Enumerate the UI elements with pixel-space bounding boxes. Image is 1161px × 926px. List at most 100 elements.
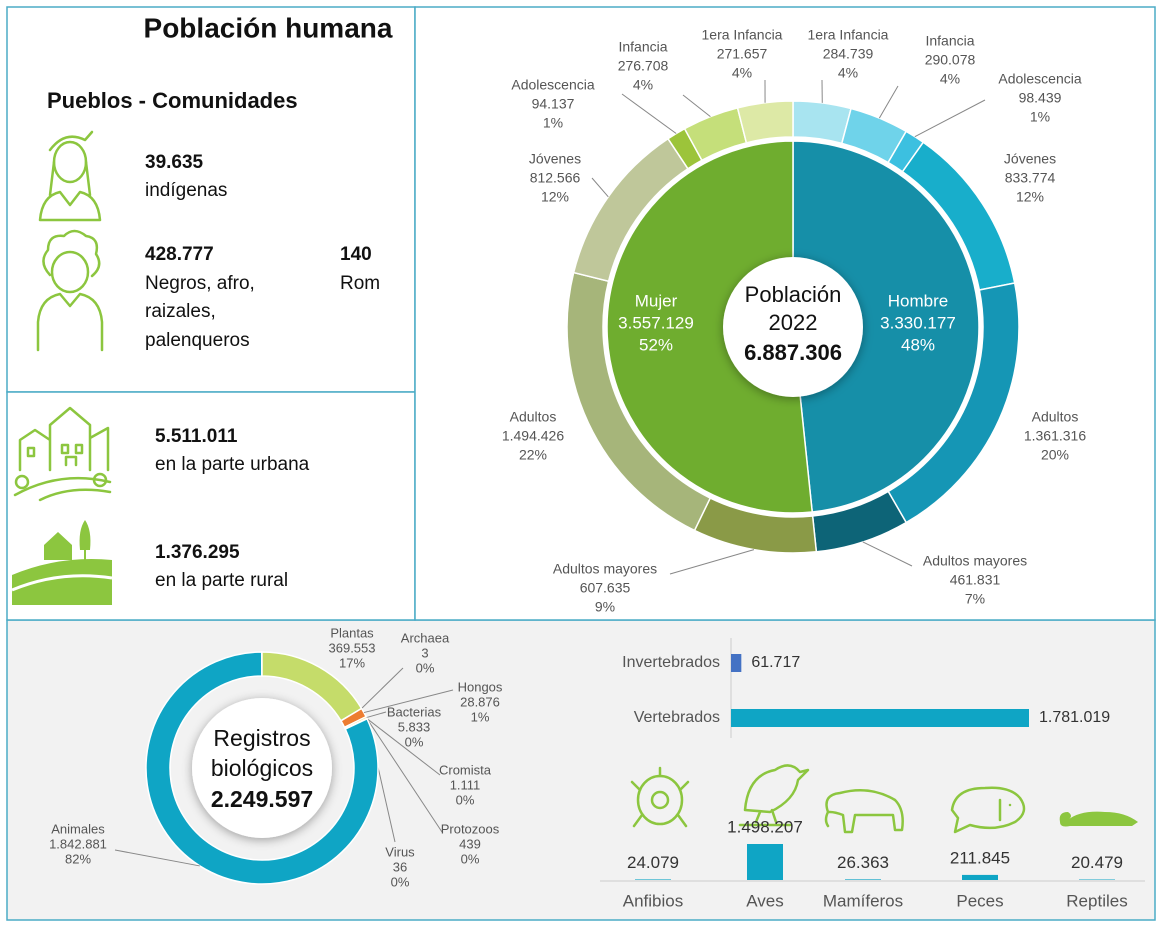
- segment-label: 607.635: [580, 580, 631, 596]
- segment-label: Hongos: [458, 679, 503, 694]
- segment-label: 0%: [391, 874, 410, 889]
- segment-label: 36: [393, 859, 407, 874]
- segment-label: 4%: [732, 65, 752, 81]
- segment-label: Protozoos: [441, 821, 500, 836]
- segment-label: 1.361.316: [1024, 428, 1086, 444]
- segment-label: Adultos: [1032, 409, 1079, 425]
- segment-label: Infancia: [925, 33, 974, 49]
- segment-label: 271.657: [717, 46, 768, 62]
- segment-label: Cromista: [439, 762, 492, 777]
- group-label: indígenas: [145, 180, 227, 201]
- segment-label: 7%: [965, 591, 985, 607]
- segment-label: Bacterias: [387, 704, 442, 719]
- segment-label: 0%: [461, 851, 480, 866]
- segment-label: 0%: [416, 660, 435, 675]
- group-value: 39.635: [145, 152, 204, 173]
- segment-label: 82%: [65, 851, 91, 866]
- segment-label: 1.111: [450, 777, 481, 792]
- subtitle: Pueblos - Comunidades: [47, 88, 298, 113]
- segment-label: 5.833: [398, 719, 431, 734]
- segment-label: Virus: [385, 844, 415, 859]
- segment-label: Adolescencia: [998, 71, 1081, 87]
- segment-label: 9%: [595, 599, 615, 615]
- segment-label: 28.876: [460, 694, 500, 709]
- segment-label: 22%: [519, 447, 547, 463]
- segment-label: Animales: [51, 821, 105, 836]
- value-label: 24.079: [627, 853, 679, 872]
- segment-label: 461.831: [950, 572, 1001, 588]
- category-label: Mamíferos: [823, 891, 903, 910]
- center-total: 2.249.597: [211, 786, 313, 812]
- donut-segment: [738, 101, 793, 143]
- segment-label: Jóvenes: [529, 151, 581, 167]
- center-label: biológicos: [211, 755, 313, 781]
- value-label: 1.781.019: [1039, 709, 1110, 726]
- value-label: 26.363: [837, 853, 889, 872]
- segment-label: Jóvenes: [1004, 151, 1056, 167]
- segment-label: 3.330.177: [880, 313, 956, 332]
- value-label: 20.479: [1071, 853, 1123, 872]
- page: {"header": {"title": "Población humana"}…: [0, 0, 1161, 926]
- segment-label: Adolescencia: [511, 77, 594, 93]
- group-label: Rom: [340, 273, 380, 294]
- center-label: Población: [745, 282, 842, 307]
- segment-label: 290.078: [925, 52, 976, 68]
- group-label: raizales,: [145, 301, 216, 322]
- category-label: Invertebrados: [622, 654, 720, 671]
- segment-label: 17%: [339, 655, 365, 670]
- group-label: Negros, afro,: [145, 273, 255, 294]
- segment-label: 1era Infancia: [702, 27, 783, 43]
- segment-label: 12%: [1016, 189, 1044, 205]
- category-label: Aves: [746, 891, 784, 910]
- bar: [635, 879, 671, 880]
- segment-label: Infancia: [618, 39, 667, 55]
- segment-label: 48%: [901, 335, 935, 354]
- segment-label: 369.553: [329, 640, 376, 655]
- category-label: Anfibios: [623, 891, 683, 910]
- segment-label: 4%: [838, 65, 858, 81]
- segment-label: 833.774: [1005, 170, 1056, 186]
- segment-label: 1.494.426: [502, 428, 564, 444]
- category-label: Peces: [956, 891, 1003, 910]
- bar: [747, 844, 783, 880]
- segment-label: 812.566: [530, 170, 581, 186]
- segment-label: Adultos mayores: [553, 561, 657, 577]
- segment-label: 1.842.881: [49, 836, 107, 851]
- segment-label: 3.557.129: [618, 313, 694, 332]
- segment-label: 20%: [1041, 447, 1069, 463]
- center-label: Registros: [213, 725, 310, 751]
- segment-label: 52%: [639, 335, 673, 354]
- value-label: 61.717: [751, 654, 800, 671]
- segment-label: 0%: [456, 792, 475, 807]
- infographic: Población humana Pueblos - Comunidades 3…: [0, 0, 1161, 926]
- bar: [845, 879, 881, 880]
- segment-label: 12%: [541, 189, 569, 205]
- group-value: 140: [340, 244, 372, 265]
- segment-label: Hombre: [888, 291, 948, 310]
- segment-label: 3: [421, 645, 428, 660]
- segment-label: Plantas: [330, 625, 374, 640]
- bar: [962, 875, 998, 880]
- segment-label: 1%: [543, 115, 563, 131]
- bar: [731, 709, 1029, 727]
- center-label: 2022: [769, 310, 818, 335]
- segment-label: Mujer: [635, 291, 678, 310]
- center-total: 6.887.306: [744, 340, 842, 365]
- location-value: 5.511.011: [155, 426, 238, 447]
- segment-label: 1%: [471, 709, 490, 724]
- donut-segment: [793, 101, 851, 143]
- segment-label: Adultos: [510, 409, 557, 425]
- segment-label: Adultos mayores: [923, 553, 1027, 569]
- location-label: en la parte rural: [155, 570, 288, 591]
- group-value: 428.777: [145, 244, 214, 265]
- location-label: en la parte urbana: [155, 454, 310, 475]
- segment-label: 284.739: [823, 46, 874, 62]
- category-label: Reptiles: [1066, 891, 1127, 910]
- segment-label: Archaea: [401, 630, 450, 645]
- title: Población humana: [144, 12, 393, 43]
- segment-label: 0%: [405, 734, 424, 749]
- value-label: 1.498.207: [727, 817, 803, 836]
- group-label: palenqueros: [145, 330, 250, 351]
- segment-label: 276.708: [618, 58, 669, 74]
- category-label: Vertebrados: [634, 709, 720, 726]
